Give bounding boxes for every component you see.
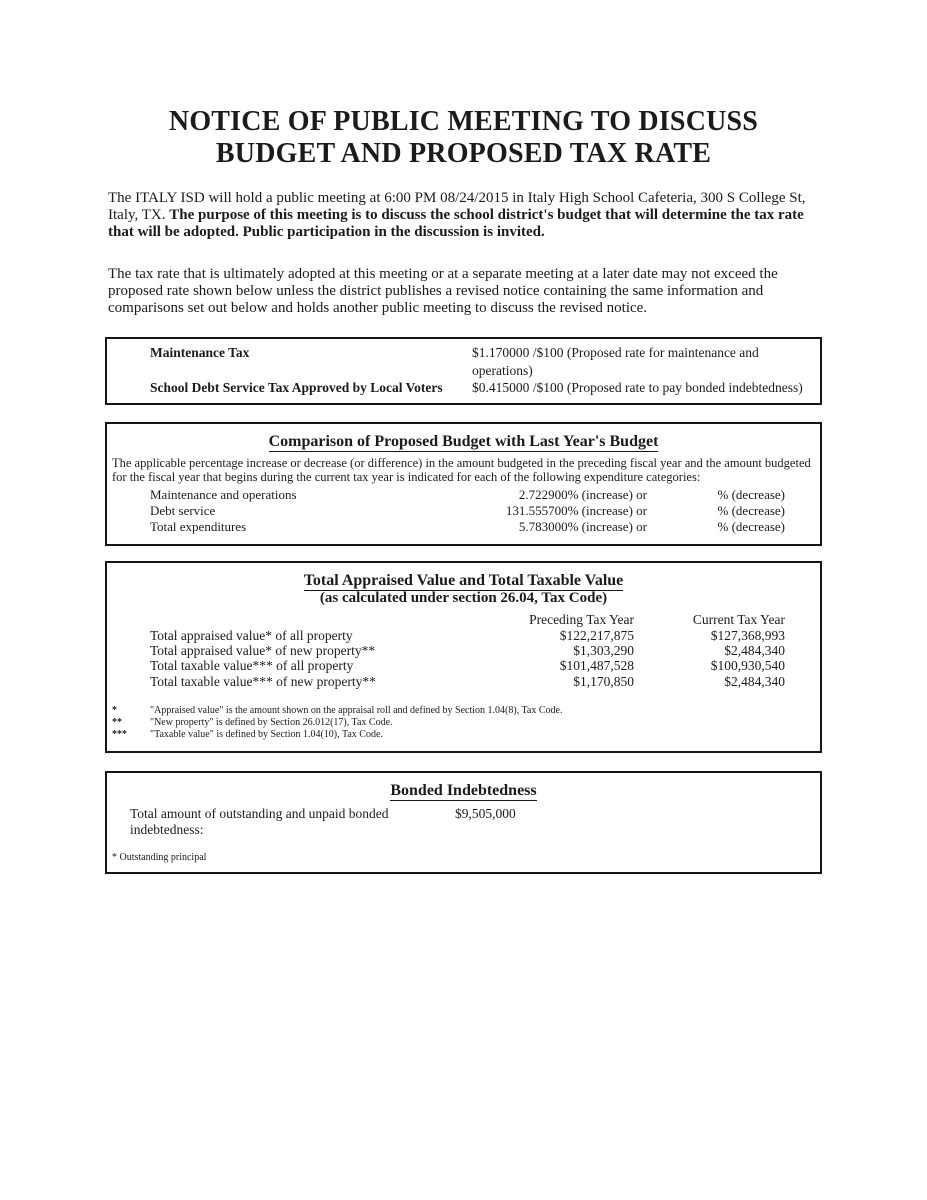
comparison-row-label: Debt service: [150, 502, 216, 518]
footnote-text: "New property" is defined by Section 26.…: [150, 717, 393, 729]
value-row-label: Total appraised value* of all property: [150, 627, 353, 643]
table-row: School Debt Service Tax Approved by Loca…: [107, 379, 820, 397]
current-tax-year-header: Current Tax Year: [692, 612, 785, 628]
maintenance-tax-label: Maintenance Tax: [150, 345, 250, 361]
value-row-preceding: $1,170,850: [573, 673, 634, 689]
document-title-line2: BUDGET AND PROPOSED TAX RATE: [215, 138, 712, 169]
footnote-marker: ***: [112, 729, 127, 741]
table-row: Total expenditures 5.783000% (increase) …: [107, 519, 820, 535]
appraised-values-footnotes: * "Appraised value" is the amount shown …: [107, 705, 820, 741]
value-row-current: $127,368,993: [710, 627, 785, 643]
table-row: Total taxable value*** of new property**…: [107, 674, 820, 689]
appraised-values-title: Total Appraised Value and Total Taxable …: [303, 572, 624, 592]
appraised-values-subtitle: (as calculated under section 26.04, Tax …: [319, 590, 608, 607]
table-row: Maintenance and operations 2.722900% (in…: [107, 487, 820, 503]
comparison-row-increase: 5.783000% (increase) or: [518, 518, 647, 534]
bonded-indebtedness-title: Bonded Indebtedness: [390, 782, 537, 802]
table-row: Total appraised value* of new property**…: [107, 643, 820, 658]
bonded-indebtedness-box: Bonded Indebtedness Total amount of outs…: [105, 771, 822, 875]
footnote-marker: *: [112, 705, 117, 717]
values-column-headers: Preceding Tax Year Current Tax Year: [107, 612, 820, 627]
intro-paragraph-normal: The ITALY ISD will hold a public meeting…: [108, 190, 806, 224]
preceding-tax-year-header: Preceding Tax Year: [529, 612, 634, 628]
budget-comparison-title: Comparison of Proposed Budget with Last …: [268, 432, 659, 452]
footnote-text: "Appraised value" is the amount shown on…: [150, 705, 563, 717]
maintenance-tax-value: $1.170000 /$100 (Proposed rate for maint…: [472, 345, 759, 378]
value-row-current: $2,484,340: [724, 642, 785, 658]
table-row: Total appraised value* of all property $…: [107, 628, 820, 643]
table-row: Total amount of outstanding and unpaid b…: [107, 806, 820, 838]
table-row: Total taxable value*** of all property $…: [107, 658, 820, 673]
value-row-current: $100,930,540: [710, 658, 785, 674]
footnote: * "Appraised value" is the amount shown …: [107, 705, 820, 717]
value-row-preceding: $122,217,875: [559, 627, 634, 643]
bonded-total-value: $9,505,000: [455, 806, 516, 822]
bonded-total-label: Total amount of outstanding and unpaid b…: [130, 806, 389, 838]
budget-comparison-description: The applicable percentage increase or de…: [112, 455, 811, 485]
value-row-label: Total taxable value*** of all property: [150, 658, 354, 674]
intro-paragraph-bold: The purpose of this meeting is to discus…: [108, 207, 804, 241]
debt-service-tax-label: School Debt Service Tax Approved by Loca…: [150, 380, 443, 396]
comparison-row-label: Maintenance and operations: [150, 487, 297, 503]
comparison-row-decrease: % (decrease): [717, 487, 785, 503]
comparison-row-decrease: % (decrease): [717, 518, 785, 534]
bonded-footnote: * Outstanding principal: [112, 852, 207, 864]
document-title: NOTICE OF PUBLIC MEETING TO DISCUSS BUDG…: [0, 0, 927, 170]
footnote: *** "Taxable value" is defined by Sectio…: [107, 729, 820, 741]
comparison-row-label: Total expenditures: [150, 518, 247, 534]
debt-service-tax-value: $0.415000 /$100 (Proposed rate to pay bo…: [472, 380, 803, 396]
footnote: ** "New property" is defined by Section …: [107, 717, 820, 729]
value-row-preceding: $101,487,528: [559, 658, 634, 674]
footnote-text: "Taxable value" is defined by Section 1.…: [150, 729, 383, 741]
value-row-label: Total taxable value*** of new property**: [150, 673, 376, 689]
comparison-row-increase: 131.555700% (increase) or: [505, 502, 647, 518]
comparison-row-decrease: % (decrease): [717, 502, 785, 518]
appraised-values-box: Total Appraised Value and Total Taxable …: [105, 561, 822, 754]
rate-limit-paragraph: The tax rate that is ultimately adopted …: [108, 265, 778, 317]
table-row: Maintenance Tax $1.170000 /$100 (Propose…: [107, 344, 820, 379]
comparison-row-increase: 2.722900% (increase) or: [518, 487, 647, 503]
footnote-marker: **: [112, 717, 122, 729]
budget-comparison-box: Comparison of Proposed Budget with Last …: [105, 421, 822, 547]
table-row: Debt service 131.555700% (increase) or %…: [107, 503, 820, 519]
document-title-line1: NOTICE OF PUBLIC MEETING TO DISCUSS: [168, 106, 759, 137]
tax-rates-box: Maintenance Tax $1.170000 /$100 (Propose…: [105, 337, 822, 405]
intro-paragraph: The ITALY ISD will hold a public meeting…: [108, 190, 820, 242]
value-row-current: $2,484,340: [724, 673, 785, 689]
value-row-label: Total appraised value* of new property**: [150, 642, 376, 658]
value-row-preceding: $1,303,290: [573, 642, 634, 658]
